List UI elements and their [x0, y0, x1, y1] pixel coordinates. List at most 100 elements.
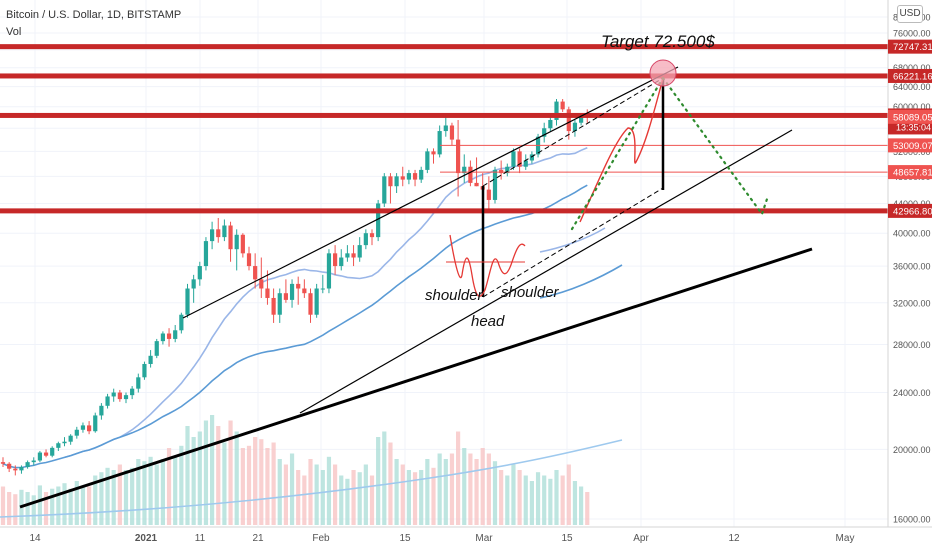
- volume-bar: [296, 470, 301, 525]
- time-axis[interactable]: 14 2021 11 21 Feb 15 Mar 15 Apr 12 May: [0, 526, 932, 544]
- volume-bar: [25, 492, 30, 525]
- volume-bar: [456, 431, 461, 525]
- x-tick-label: Feb: [312, 533, 330, 544]
- volume-bar: [339, 475, 344, 525]
- candle-body: [154, 341, 159, 356]
- y-tick-label: 32000.00: [893, 298, 931, 308]
- volume-bar: [548, 478, 553, 525]
- x-tick-label: 15: [399, 533, 411, 544]
- volume-bar: [265, 448, 270, 525]
- volume-bar: [154, 464, 159, 525]
- price-tag-text: 42966.80: [893, 206, 932, 217]
- volume-bar: [216, 426, 221, 525]
- volume-bar: [572, 481, 578, 525]
- volume-bar: [529, 481, 534, 525]
- candle-body: [240, 234, 245, 254]
- volume-indicator-label[interactable]: Vol: [6, 26, 22, 38]
- volume-bar: [179, 445, 184, 525]
- price-tag-text: 72747.31: [893, 42, 932, 53]
- volume-bar: [480, 448, 485, 525]
- candle-body: [486, 189, 491, 200]
- projection-down-dotted: [661, 76, 770, 217]
- y-tick-label: 76000.00: [893, 28, 931, 38]
- y-tick-label: 68000.00: [893, 63, 931, 73]
- target-annotation: Target 72.500$: [601, 32, 715, 51]
- volume-bar: [320, 470, 325, 525]
- candle-body: [363, 233, 368, 246]
- price-tag-text: 53009.07: [893, 141, 932, 152]
- y-tick-label: 64000.00: [893, 82, 931, 92]
- candle-body: [179, 314, 184, 331]
- volume-bar: [585, 492, 590, 525]
- candle-body: [326, 253, 332, 289]
- channel-upper-line: [182, 66, 679, 319]
- volume-bar: [363, 464, 368, 525]
- volume-bar: [259, 439, 264, 525]
- price-tag-text: 48657.81: [893, 168, 932, 179]
- candle-body: [320, 288, 325, 290]
- x-tick-label: 2021: [135, 533, 158, 544]
- candle-body: [197, 266, 202, 280]
- price-axis[interactable]: 16000.00 20000.00 24000.00 28000.00 32000.00…: [887, 0, 932, 550]
- trend-drawings: [19, 59, 813, 509]
- volume-bar: [87, 486, 92, 525]
- candle-body: [234, 234, 239, 250]
- volume-bar: [462, 448, 467, 525]
- candle-body: [246, 253, 252, 267]
- currency-button[interactable]: USD: [897, 5, 923, 23]
- candle-body: [166, 333, 172, 339]
- candle-body: [191, 279, 196, 289]
- price-tag: [888, 138, 932, 153]
- candle-body: [259, 279, 264, 289]
- volume-bar: [542, 475, 547, 525]
- candle-body: [566, 109, 571, 132]
- volume-bar: [62, 483, 67, 525]
- candle-body: [210, 229, 215, 242]
- candle-body: [333, 253, 338, 267]
- candle-body: [185, 288, 190, 315]
- volume-bar: [105, 467, 110, 525]
- y-tick-label: 36000.00: [893, 262, 931, 272]
- price-tag: [888, 68, 932, 83]
- moving-averages: [0, 146, 623, 518]
- candle-body: [277, 293, 282, 315]
- candle-body: [462, 166, 467, 174]
- volume-bar: [449, 453, 455, 525]
- projection-up-dotted: [570, 76, 665, 231]
- volume-bar: [93, 475, 98, 525]
- projection-path: [579, 77, 664, 223]
- candle-body: [357, 245, 362, 258]
- candle-body: [31, 460, 36, 463]
- candle-body: [43, 452, 49, 456]
- candle-body: [345, 253, 350, 258]
- volume-bar: [80, 485, 86, 525]
- candle-body: [425, 151, 430, 170]
- candle-body: [117, 392, 122, 400]
- candle-body: [437, 131, 442, 155]
- volume-bar: [43, 492, 49, 525]
- volume-bar: [394, 459, 399, 525]
- candle-body: [468, 166, 473, 183]
- volume-bar: [136, 459, 141, 525]
- candle-body: [412, 173, 418, 180]
- candle-body: [560, 101, 565, 110]
- head-label: head: [471, 313, 505, 330]
- candle-body: [25, 462, 30, 468]
- candle-body: [339, 257, 344, 267]
- volume-bar: [376, 437, 381, 525]
- candle-body: [572, 122, 578, 132]
- x-tick-label: 12: [728, 533, 740, 544]
- volume-bar: [468, 453, 473, 525]
- volume-bar: [511, 464, 516, 525]
- volume-bar: [240, 448, 245, 525]
- horizontal-level-line: [0, 44, 888, 50]
- volume-bar: [486, 453, 491, 525]
- candle-body: [443, 125, 448, 132]
- price-tag: [888, 39, 932, 54]
- volume-bar: [228, 420, 233, 525]
- volume-bar: [554, 470, 559, 525]
- candle-body: [142, 363, 147, 378]
- volume-bar: [431, 467, 436, 525]
